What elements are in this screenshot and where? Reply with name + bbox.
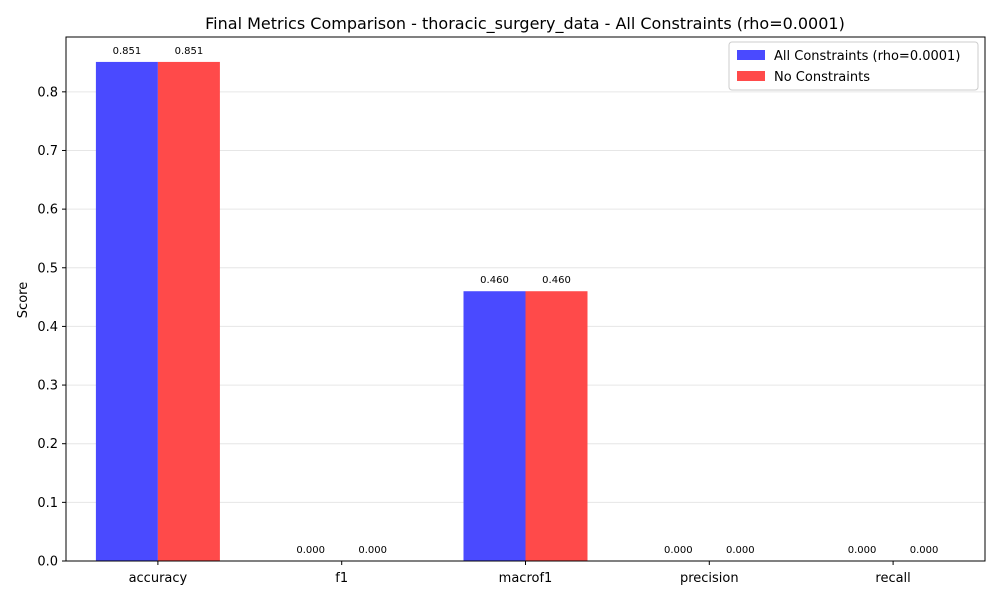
legend-swatch	[737, 71, 765, 81]
data-label: 0.460	[542, 275, 571, 286]
x-tick-label: f1	[335, 571, 348, 586]
x-tick-label: macrof1	[499, 571, 553, 586]
data-label: 0.851	[175, 46, 204, 57]
legend-label: All Constraints (rho=0.0001)	[774, 49, 960, 64]
y-tick-label: 0.0	[37, 555, 58, 570]
bar	[95, 61, 158, 562]
data-label: 0.851	[113, 46, 142, 57]
x-tick-label: recall	[875, 571, 910, 586]
data-label: 0.000	[726, 545, 755, 556]
x-tick-label: accuracy	[129, 571, 188, 586]
y-axis-label: Score	[16, 282, 31, 318]
x-axis-ticks: accuracy f1 macrof1 precision recall	[129, 561, 911, 586]
bar	[525, 291, 588, 561]
bars	[95, 61, 588, 562]
data-label: 0.000	[296, 545, 325, 556]
y-tick-label: 0.2	[37, 437, 58, 452]
legend: All Constraints (rho=0.0001) No Constrain…	[728, 41, 979, 91]
data-labels: 0.851 0.851 0.000 0.000 0.460 0.460 0.000 0.000…	[113, 46, 939, 556]
y-axis-ticks: 0.0 0.1 0.2 0.3 0.4 0.5 0.6 0.7 0.8	[37, 85, 66, 570]
data-label: 0.000	[848, 545, 877, 556]
bar	[463, 291, 526, 561]
y-tick-label: 0.6	[37, 203, 58, 218]
data-label: 0.000	[358, 545, 387, 556]
legend-label: No Constraints	[774, 70, 870, 85]
data-label: 0.460	[480, 275, 509, 286]
legend-swatch	[737, 50, 765, 60]
y-tick-label: 0.1	[37, 496, 58, 511]
y-tick-label: 0.3	[37, 379, 58, 394]
y-tick-label: 0.8	[37, 85, 58, 100]
data-label: 0.000	[910, 545, 939, 556]
y-tick-label: 0.5	[37, 261, 58, 276]
x-tick-label: precision	[680, 571, 739, 586]
data-label: 0.000	[664, 545, 693, 556]
chart-title: Final Metrics Comparison - thoracic_surg…	[205, 14, 845, 34]
legend-box	[728, 41, 979, 91]
y-tick-label: 0.7	[37, 144, 58, 159]
y-tick-label: 0.4	[37, 320, 58, 335]
bar	[157, 61, 220, 562]
